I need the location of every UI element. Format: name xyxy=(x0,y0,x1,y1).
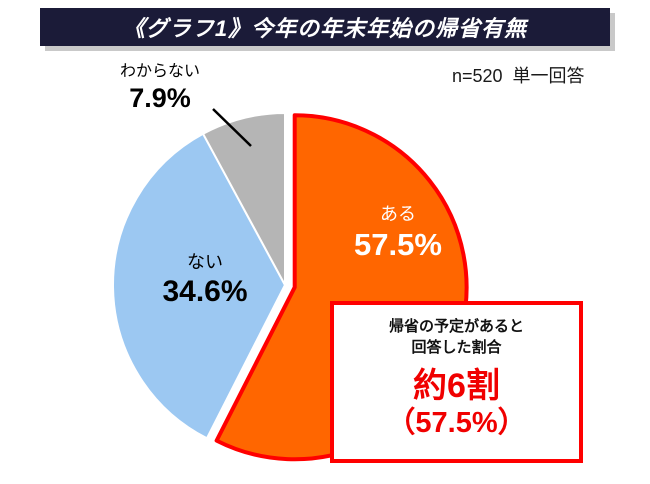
annotation-highlight-2: （57.5%） xyxy=(386,407,527,440)
leader-line-wakaranai xyxy=(212,108,252,147)
label-wakaranai-value: 7.9% xyxy=(129,83,191,113)
label-aru-value: 57.5% xyxy=(354,226,442,262)
annotation-line1: 帰省の予定があると xyxy=(388,318,524,335)
label-nai-value: 34.6% xyxy=(162,274,248,308)
title-bar: 《グラフ1》今年の年末年始の帰省有無 xyxy=(40,8,615,51)
label-nai: ない 34.6% xyxy=(140,251,270,310)
annotation-highlight-1: 約6割 xyxy=(413,367,500,405)
pie-slice-wakaranai xyxy=(202,112,286,286)
chart-title: 《グラフ1》今年の年末年始の帰省有無 xyxy=(122,16,528,41)
annotation-line2: 回答した割合 xyxy=(411,339,502,356)
label-aru-name: ある xyxy=(380,204,416,224)
label-wakaranai-name: わからない xyxy=(119,63,200,80)
title-bar-panel: 《グラフ1》今年の年末年始の帰省有無 xyxy=(40,8,610,46)
sample-size-note: n=520 単一回答 xyxy=(452,66,585,86)
label-aru: ある 57.5% xyxy=(335,203,461,263)
label-wakaranai: わからない 7.9% xyxy=(96,62,224,114)
pie-slice-nai xyxy=(112,132,286,440)
label-nai-name: ない xyxy=(187,252,223,272)
annotation-box: 帰省の予定があると 回答した割合 約6割 （57.5%） xyxy=(330,301,583,463)
